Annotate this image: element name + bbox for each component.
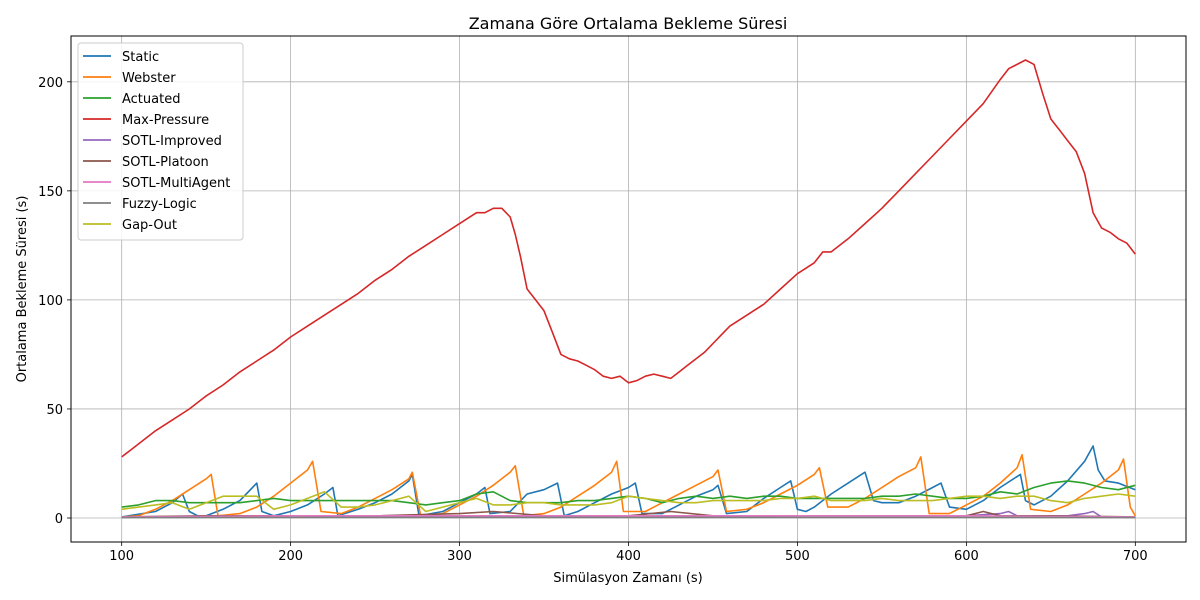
x-tick-label: 200: [278, 549, 303, 564]
y-tick-label: 50: [46, 403, 63, 418]
legend-label-actuated: Actuated: [122, 92, 180, 107]
plot-area: [121, 59, 1136, 519]
y-axis-label: Ortalama Bekleme Süresi (s): [15, 196, 30, 383]
y-tick-label: 0: [55, 512, 63, 527]
legend-label-sotl-multiagent: SOTL-MultiAgent: [122, 176, 230, 191]
legend-label-gap-out: Gap-Out: [122, 218, 177, 233]
series-line-static: [121, 445, 1136, 518]
y-tick-label: 200: [38, 76, 63, 91]
x-tick-label: 500: [785, 549, 810, 564]
x-tick-label: 600: [954, 549, 979, 564]
axis-ticks: 100 200 300 400 500 600 700 0 50 100 150 200: [38, 76, 1148, 564]
legend: Static Webster Actuated Max-Pressure SOTL-Im…: [77, 42, 244, 241]
legend-label-sotl-improved: SOTL-Improved: [122, 134, 222, 149]
y-tick-label: 150: [38, 185, 63, 200]
x-tick-label: 400: [616, 549, 641, 564]
series-line-max-pressure: [121, 59, 1136, 458]
legend-label-max-pressure: Max-Pressure: [122, 113, 209, 128]
x-tick-label: 300: [447, 549, 472, 564]
series-line-gap-out: [121, 490, 1136, 513]
y-tick-label: 100: [38, 294, 63, 309]
legend-label-static: Static: [122, 50, 159, 65]
x-tick-label: 100: [109, 549, 134, 564]
legend-label-webster: Webster: [122, 71, 176, 86]
chart-title: Zamana Göre Ortalama Bekleme Süresi: [469, 14, 788, 33]
legend-label-sotl-platoon: SOTL-Platoon: [122, 155, 209, 170]
legend-box: [77, 42, 244, 241]
series-line-sotl-multiagent: [121, 514, 1136, 518]
x-axis-label: Simülasyon Zamanı (s): [553, 571, 703, 586]
x-tick-label: 700: [1123, 549, 1148, 564]
legend-label-fuzzy-logic: Fuzzy-Logic: [122, 197, 197, 212]
series-line-webster: [121, 453, 1136, 518]
